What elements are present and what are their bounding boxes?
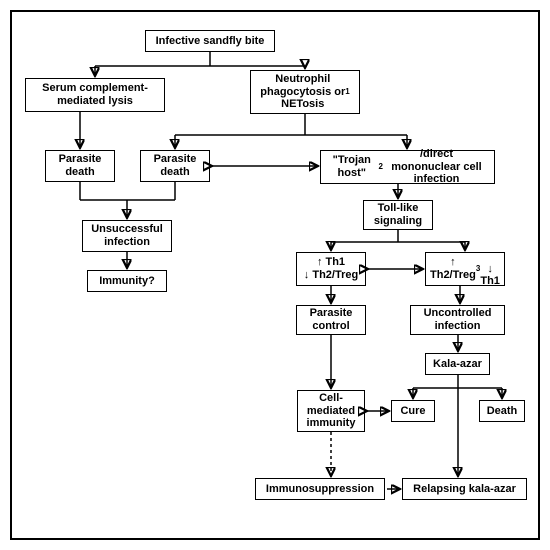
node-sandfly-bite: Infective sandfly bite: [145, 30, 275, 52]
node-parasite-death-1: Parasitedeath: [45, 150, 115, 182]
node-death: Death: [479, 400, 525, 422]
node-parasite-control: Parasitecontrol: [296, 305, 366, 335]
node-th1-up: ↑ Th1↓ Th2/Treg: [296, 252, 366, 286]
node-toll-like: Toll-likesignaling: [363, 200, 433, 230]
node-parasite-death-2: Parasitedeath: [140, 150, 210, 182]
node-kala-azar: Kala-azar: [425, 353, 490, 375]
node-neutrophil: Neutrophilphagocytosis orNETosis1: [250, 70, 360, 114]
node-immunity: Immunity?: [87, 270, 167, 292]
node-trojan-host: "Trojan host"2/directmononuclear cell in…: [320, 150, 495, 184]
node-uncontrolled: Uncontrolledinfection: [410, 305, 505, 335]
node-cmi: Cell-mediatedimmunity: [297, 390, 365, 432]
node-complement-lysis: Serum complement-mediated lysis: [25, 78, 165, 112]
node-unsuccessful: Unsuccessfulinfection: [82, 220, 172, 252]
node-cure: Cure: [391, 400, 435, 422]
node-immunosupp: Immunosuppression: [255, 478, 385, 500]
node-th2-up: ↑ Th2/Treg3↓ Th1: [425, 252, 505, 286]
node-relapsing: Relapsing kala-azar: [402, 478, 527, 500]
